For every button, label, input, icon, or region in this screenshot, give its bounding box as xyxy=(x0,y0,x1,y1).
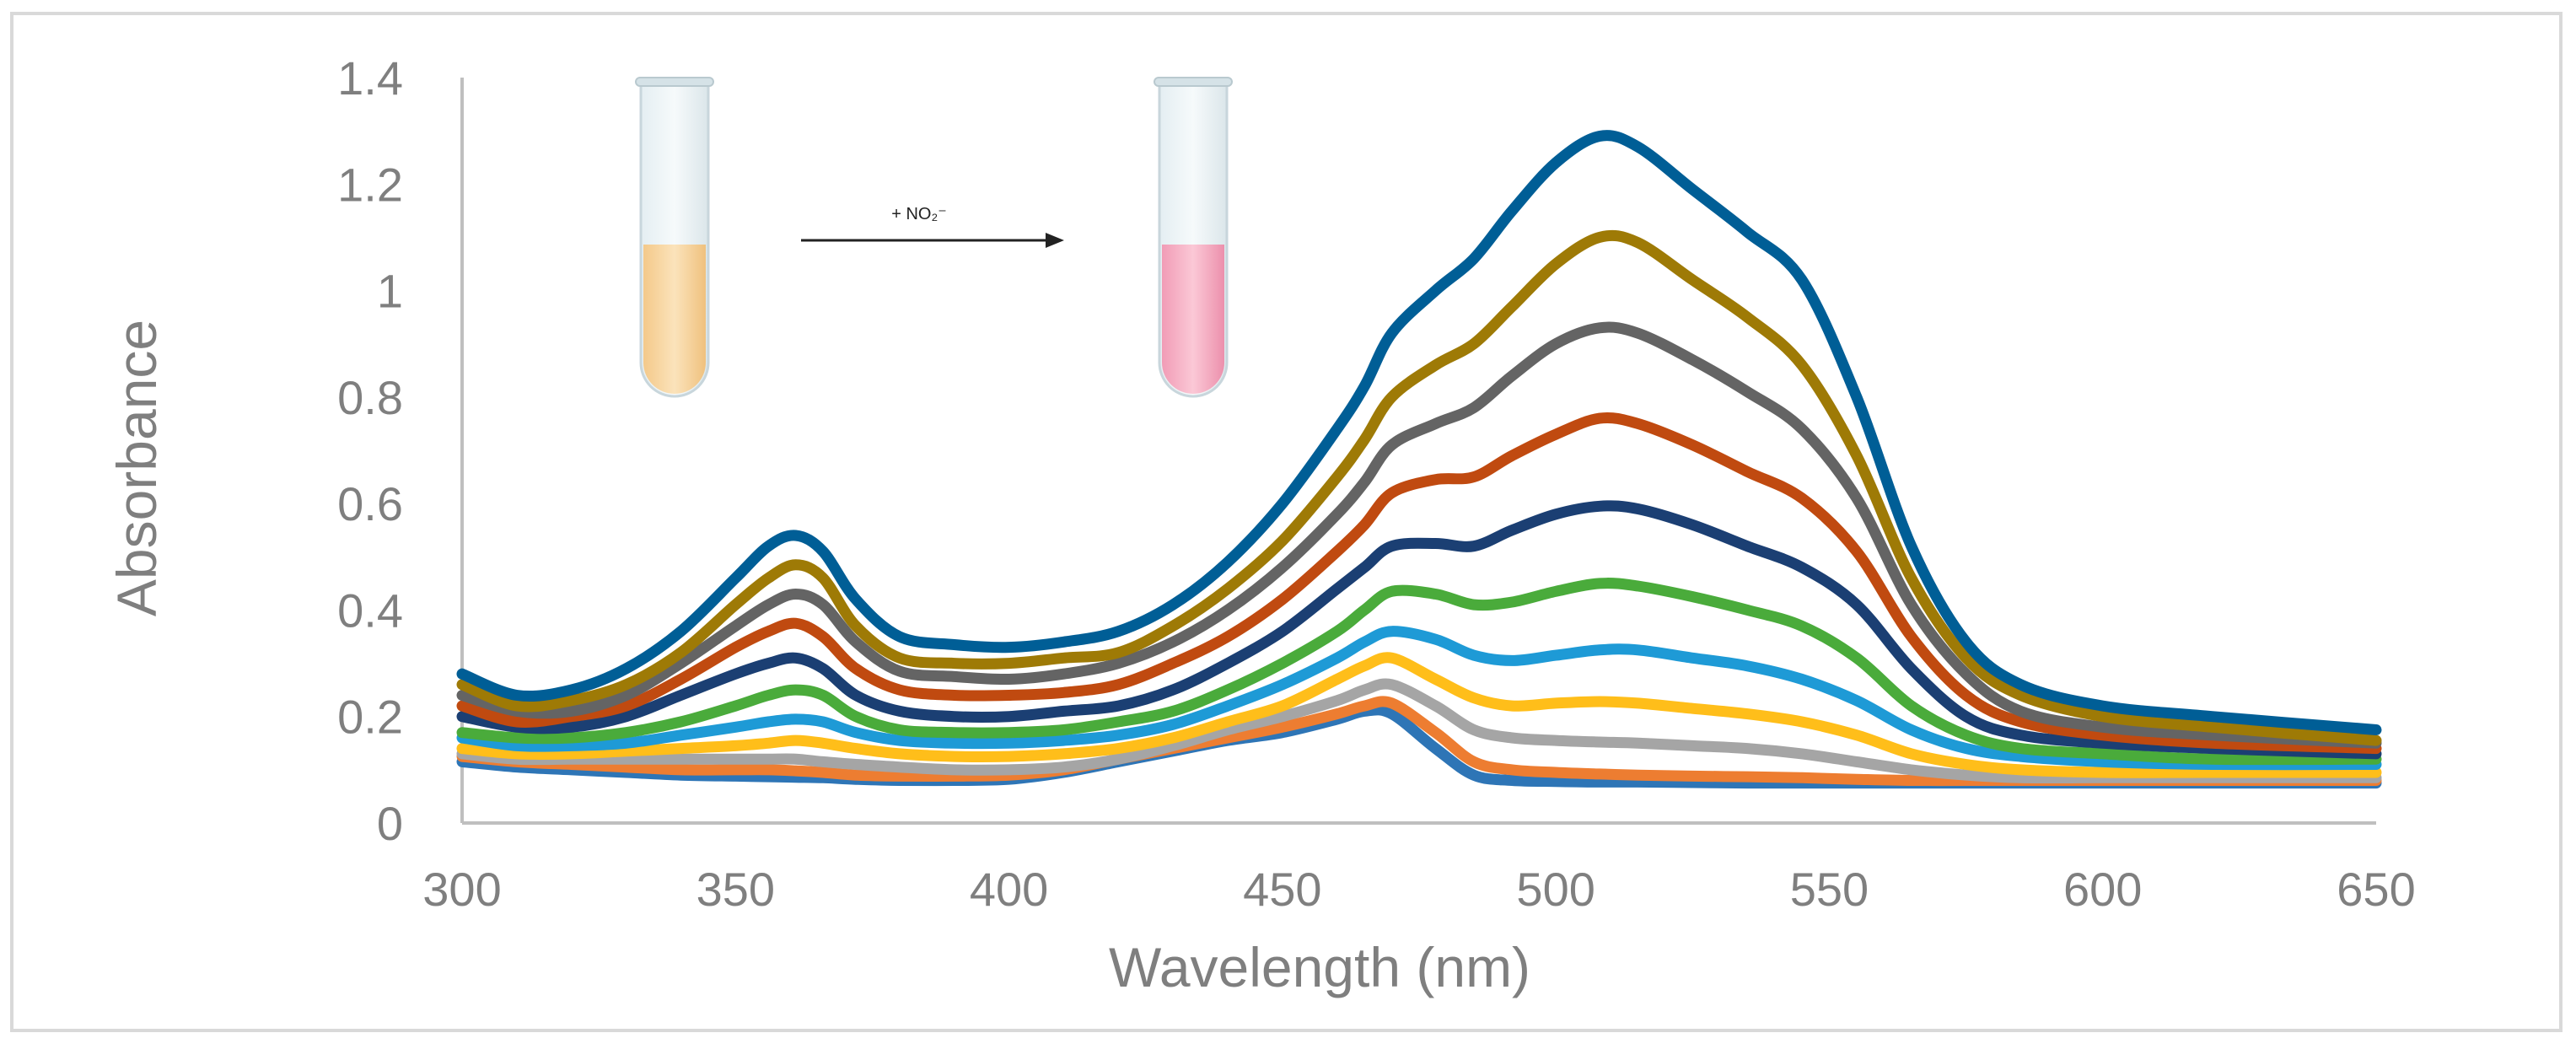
series-line xyxy=(456,500,2382,760)
reagent-label: + NO₂⁻ xyxy=(891,205,947,223)
series-line xyxy=(456,626,2382,771)
x-tick-label: 300 xyxy=(422,863,501,916)
x-tick-label: 500 xyxy=(1516,863,1595,916)
x-tick-label: 600 xyxy=(2063,863,2142,916)
x-tick-labels: 300 350 400 450 500 550 600 650 xyxy=(422,863,2415,916)
y-tick-label: 0.2 xyxy=(337,691,403,744)
series-line xyxy=(456,130,2382,735)
x-tick-label: 450 xyxy=(1243,863,1321,916)
y-tick-labels: 0 0.2 0.4 0.6 0.8 1 1.2 1.4 xyxy=(337,51,403,850)
test-tube-before-icon xyxy=(635,77,714,398)
y-tick-label: 0.6 xyxy=(337,477,403,530)
series-line xyxy=(456,321,2382,749)
y-tick-label: 1 xyxy=(377,265,403,318)
x-tick-label: 350 xyxy=(696,863,775,916)
y-tick-label: 0 xyxy=(377,797,403,850)
series-line xyxy=(456,678,2382,784)
series-line xyxy=(456,412,2382,755)
series-line xyxy=(456,229,2382,746)
series-line xyxy=(456,652,2382,778)
series-layer xyxy=(456,130,2382,789)
x-axis-title: Wavelength (nm) xyxy=(1109,936,1530,998)
series-line xyxy=(456,696,2382,787)
y-tick-label: 0.4 xyxy=(337,584,403,637)
y-axis-title: Absorbance xyxy=(105,320,168,616)
y-tick-label: 1.4 xyxy=(337,51,403,105)
chart-frame xyxy=(10,12,2563,1032)
color-change-inset: + NO₂⁻ xyxy=(635,77,1233,398)
x-tick-label: 650 xyxy=(2337,863,2415,916)
x-tick-label: 400 xyxy=(970,863,1048,916)
x-tick-label: 550 xyxy=(1790,863,1869,916)
test-tube-after-icon xyxy=(1154,77,1233,398)
y-tick-label: 0.8 xyxy=(337,371,403,424)
series-line xyxy=(456,578,2382,766)
reaction-arrow: + NO₂⁻ xyxy=(801,205,1064,248)
y-tick-label: 1.2 xyxy=(337,158,403,211)
